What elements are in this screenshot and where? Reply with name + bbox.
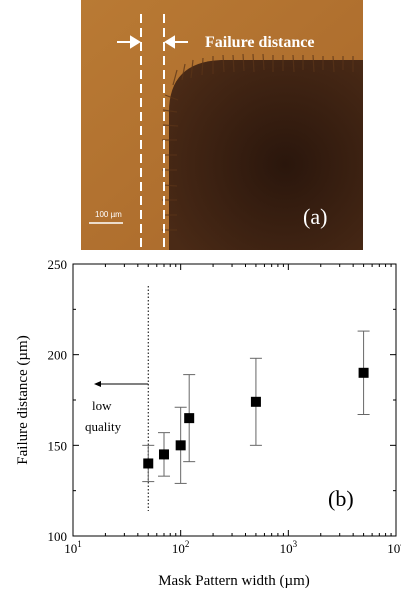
panel-b-label: (b) xyxy=(328,486,354,511)
panel-a-label: (a) xyxy=(303,204,327,229)
data-point xyxy=(184,413,194,423)
failure-distance-label: Failure distance xyxy=(205,34,314,51)
x-axis-label: Mask Pattern width (µm) xyxy=(158,573,310,589)
data-point xyxy=(359,368,369,378)
x-tick-label: 103 xyxy=(280,539,298,556)
chart-svg: Mask Pattern width (µm) Failure distance… xyxy=(0,250,401,589)
dark-region xyxy=(169,60,363,250)
y-tick-label: 200 xyxy=(48,348,68,363)
data-point xyxy=(159,449,169,459)
x-tick-label: 104 xyxy=(387,539,401,556)
annotation-line-2: quality xyxy=(85,419,122,434)
low-quality-arrowhead xyxy=(94,381,101,387)
y-axis-label: Failure distance (µm) xyxy=(15,335,31,464)
annotation-line-1: low xyxy=(92,398,112,413)
chart-panel: Mask Pattern width (µm) Failure distance… xyxy=(0,250,401,589)
data-point xyxy=(251,397,261,407)
y-tick-label: 250 xyxy=(48,257,68,272)
micrograph-panel: Failure distance 100 µm (a) xyxy=(81,0,363,250)
data-point xyxy=(143,458,153,468)
y-tick-label: 150 xyxy=(48,438,68,453)
micrograph-image: Failure distance 100 µm (a) xyxy=(81,0,363,250)
scale-bar-label: 100 µm xyxy=(95,210,122,219)
data-point xyxy=(176,440,186,450)
x-tick-label: 101 xyxy=(64,539,82,556)
x-tick-label: 102 xyxy=(172,539,190,556)
